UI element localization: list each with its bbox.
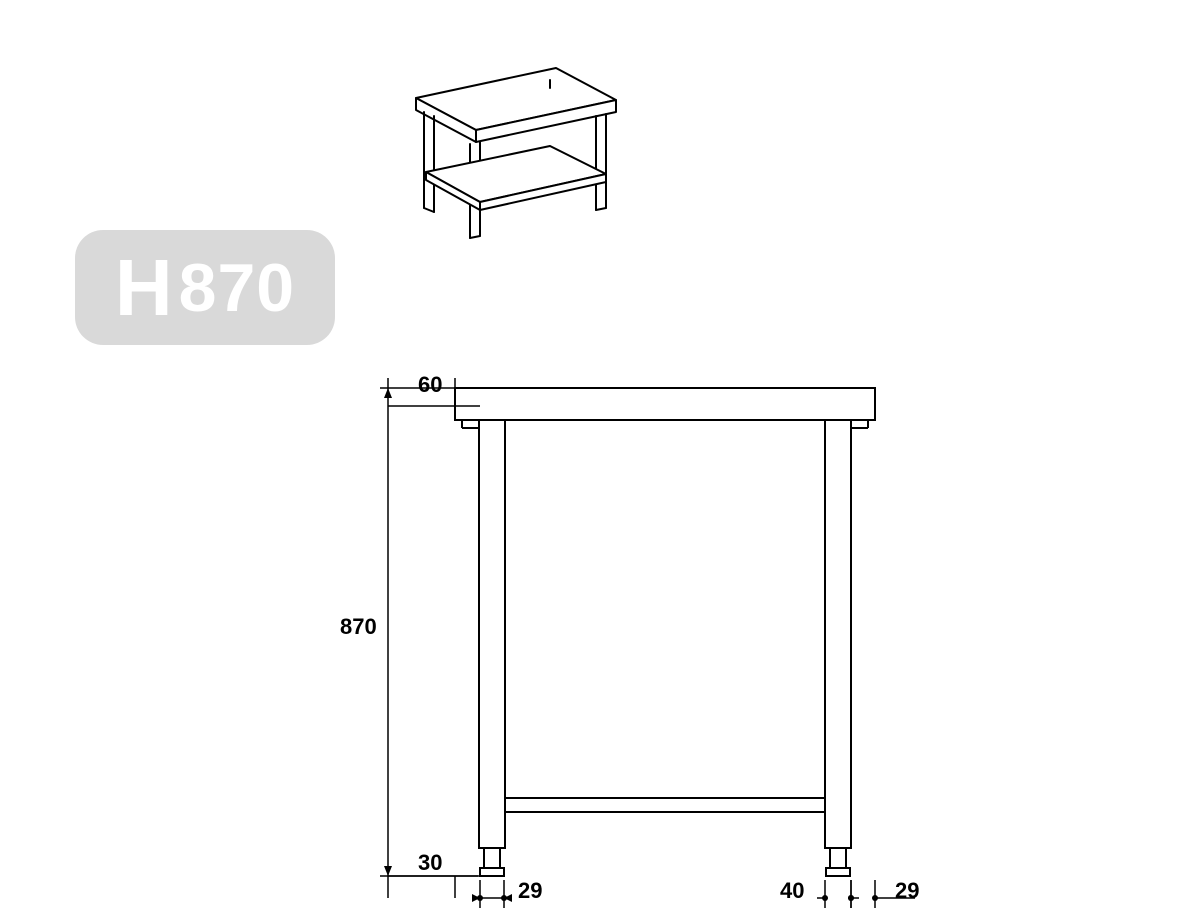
isometric-preview xyxy=(380,60,640,250)
dim-right-leg-width: 40 xyxy=(780,878,804,904)
dim-bottom-inset: 30 xyxy=(418,850,442,876)
isometric-svg xyxy=(380,60,640,250)
dim-right-foot: 29 xyxy=(895,878,919,904)
technical-drawing: 60 870 30 29 40 29 xyxy=(340,378,1060,918)
badge-prefix: H xyxy=(115,248,173,328)
technical-svg xyxy=(340,378,1060,918)
badge-value: 870 xyxy=(179,254,295,322)
dim-total-height: 870 xyxy=(340,614,377,640)
dim-top-inset: 60 xyxy=(418,372,442,398)
dim-left-foot: 29 xyxy=(518,878,542,904)
model-height-badge: H 870 xyxy=(75,230,335,345)
